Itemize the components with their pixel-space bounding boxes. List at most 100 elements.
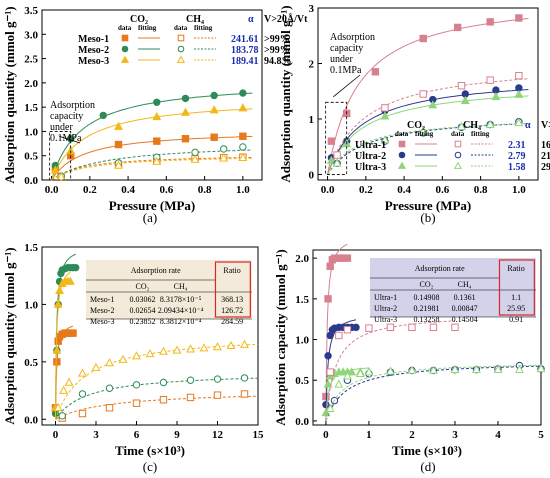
data-point-meso-1-co2 [181, 135, 190, 143]
data-point-ultra-1-ch4 [408, 323, 416, 332]
data-point-ultra-3-ch4 [429, 365, 438, 374]
legend-co2-header: CO₂ [130, 14, 148, 25]
rate-table-col-co2: CO₂ [419, 280, 433, 289]
data-point-meso-1-ch4 [159, 396, 168, 404]
annotation-text: under [50, 122, 73, 133]
legend-v-value: 94.8% [264, 56, 292, 67]
data-point-meso-1-co2 [210, 133, 218, 141]
y-tick-label: 0.0 [24, 414, 38, 426]
legend-v-value: 16.4% [541, 140, 550, 151]
data-point-meso-3-ch4 [186, 344, 195, 353]
legend-alpha-header: α [525, 120, 531, 131]
data-point-ultra-3-ch4 [407, 365, 417, 374]
data-point-meso-1-ch4 [213, 391, 222, 399]
legend-row-name: Ultra-3 [355, 162, 386, 173]
x-tick-label: 0.8 [198, 184, 212, 196]
legend-data-sub: data [174, 24, 188, 32]
legend-marker-co2 [120, 55, 130, 63]
rate-table-co2-value: 0.21981 [413, 304, 439, 313]
data-point-ultra-3-ch4 [485, 119, 495, 128]
legend-marker-ch4 [454, 140, 462, 148]
data-point-ultra-2-co2 [352, 323, 360, 332]
panel-caption: (c) [143, 459, 157, 474]
data-point-ultra-1-ch4 [515, 71, 523, 80]
y-tick-label: 0.0 [295, 416, 309, 428]
data-point-meso-2-ch4 [220, 145, 228, 153]
rate-table-row-name: Ultra-3 [374, 315, 397, 324]
legend-alpha-value: 1.58 [508, 162, 526, 173]
data-point-ultra-3-co2 [491, 91, 501, 101]
fit-line-meso-1-ch4 [55, 395, 259, 420]
annotation-text: 0.1MPa [330, 65, 362, 76]
rate-table-row-name: Meso-1 [90, 295, 114, 304]
rate-table-ch4-value: 2.09434×10⁻⁴ [158, 306, 204, 315]
x-axis-label: Time (s×10³) [392, 443, 462, 458]
data-point-meso-1-ch4 [186, 393, 195, 402]
data-point-meso-2-co2 [153, 98, 161, 106]
x-tick-label: 0.0 [45, 184, 59, 196]
rate-table-title: Adsorption rate [415, 264, 465, 273]
y-tick-label: 0.5 [24, 357, 38, 369]
x-axis-label: Pressure (MPa) [109, 198, 196, 213]
y-tick-label: 0.5 [24, 151, 38, 163]
data-point-ultra-3-co2 [323, 379, 333, 388]
data-point-meso-3-ch4 [78, 368, 87, 377]
data-point-meso-2-ch4 [240, 374, 249, 382]
fit-line-meso-2-co2 [51, 92, 253, 181]
data-point-ultra-1-co2 [324, 295, 332, 303]
x-tick-label: 1.0 [512, 184, 526, 196]
plot-frame [41, 9, 263, 181]
legend-co2-header: CO₂ [407, 120, 425, 131]
legend-alpha-value: 189.41 [231, 56, 259, 67]
data-point-ultra-1-co2 [326, 262, 334, 270]
x-tick-label: 12 [212, 429, 224, 441]
annotation-arrow [333, 74, 361, 98]
data-point-ultra-1-co2 [371, 68, 380, 76]
data-point-meso-3-ch4 [118, 354, 128, 363]
data-point-meso-3-co2 [238, 103, 248, 112]
x-axis-label: Time (s×10³) [115, 443, 185, 458]
data-point-meso-3-co2 [52, 345, 62, 354]
rate-table-bg [86, 260, 252, 319]
data-point-ultra-3-co2 [514, 89, 524, 98]
rate-table-row-name: Meso-3 [90, 317, 114, 326]
data-point-meso-1-co2 [153, 137, 161, 145]
ratio-highlight-box [214, 261, 251, 318]
fit-line-ultra-1-co2 [327, 18, 529, 175]
fit-line-ultra-1-ch4 [327, 78, 529, 175]
rate-table-ratio-header: Ratio [223, 266, 240, 275]
data-point-ultra-1-ch4 [429, 323, 438, 332]
data-point-meso-3-ch4 [190, 154, 200, 163]
legend-alpha-header: α [248, 14, 254, 25]
y-tick-label: 1.5 [24, 102, 38, 114]
data-point-ultra-3-co2 [380, 111, 390, 120]
y-tick-label: 2.0 [295, 253, 309, 265]
data-point-meso-3-ch4 [105, 358, 114, 367]
x-tick-label: 4 [495, 429, 501, 441]
ratio-highlight-box [498, 259, 535, 316]
data-point-meso-1-ch4 [78, 409, 87, 418]
rate-table-ratio-value: 368.13 [221, 295, 243, 304]
fit-line-meso-3-co2 [51, 108, 253, 181]
y-tick-label: 0 [309, 169, 315, 181]
fit-line-meso-2-ch4 [51, 149, 253, 181]
rate-table-co2-value: 0.02654 [129, 306, 155, 315]
fit-line-meso-3-co2 [55, 271, 71, 420]
data-point-meso-3-ch4 [219, 153, 229, 162]
x-tick-label: 0.6 [435, 184, 449, 196]
data-point-ultra-1-ch4 [486, 76, 494, 84]
rate-table-ch4-value: 0.1361 [454, 293, 476, 302]
y-axis-label: Adsorption quantity (mmol g⁻¹) [278, 5, 293, 182]
x-tick-label: 15 [253, 429, 265, 441]
y-tick-label: 0.5 [295, 375, 309, 387]
data-point-meso-2-co2 [99, 111, 107, 120]
rate-table-ch4-value: 0.00847 [452, 304, 478, 313]
x-tick-label: 0.8 [474, 184, 488, 196]
rate-table-ch4-value: 0.14504 [452, 315, 478, 324]
chart-panel-d: 0 1 2 3 4 5 0.0 0.5 1.0 1.5 2.0 Time (s×10³) Adsorpt… [273, 243, 546, 458]
data-point-meso-1-ch4 [240, 390, 249, 398]
data-point-meso-3-ch4 [238, 152, 248, 161]
annotation-text: capacity [330, 43, 363, 54]
legend-v-value: 21.1% [541, 151, 550, 162]
